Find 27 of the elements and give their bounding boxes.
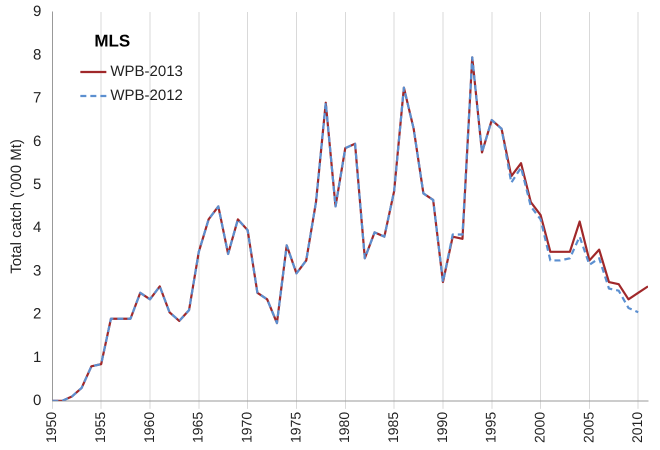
y-tick-label: 9 xyxy=(33,3,42,20)
y-axis-title: Total catch ('000 Mt) xyxy=(8,139,26,274)
legend-title: MLS xyxy=(94,32,130,51)
x-tick-label: 1995 xyxy=(482,412,499,444)
y-tick-label: 3 xyxy=(33,262,42,280)
x-tick-label: 2000 xyxy=(531,412,548,444)
x-tick-label: 1980 xyxy=(336,412,352,444)
x-tick-label: 1990 xyxy=(434,412,450,444)
y-tick-label: 1 xyxy=(33,348,42,366)
x-tick-label: 1975 xyxy=(287,412,304,444)
y-tick-label: 0 xyxy=(33,392,42,409)
x-tick-label: 1950 xyxy=(43,412,60,444)
x-tick-label: 2005 xyxy=(580,412,596,444)
x-tick-label: 1965 xyxy=(190,412,206,444)
x-tick-label: 1985 xyxy=(384,412,401,444)
y-tick-label: 5 xyxy=(33,176,42,193)
y-tick-label: 6 xyxy=(33,132,42,150)
x-tick-label: 2010 xyxy=(629,412,646,444)
y-tick-label: 2 xyxy=(33,306,42,323)
y-tick-label: 7 xyxy=(33,90,42,107)
x-tick-label: 1970 xyxy=(238,412,254,444)
legend-label: WPB-2013 xyxy=(110,63,183,80)
x-tick-label: 1960 xyxy=(140,412,157,444)
legend-label: WPB-2012 xyxy=(110,87,183,104)
y-tick-label: 8 xyxy=(33,46,42,64)
y-tick-label: 4 xyxy=(33,219,42,236)
x-tick-label: 1955 xyxy=(92,412,108,444)
